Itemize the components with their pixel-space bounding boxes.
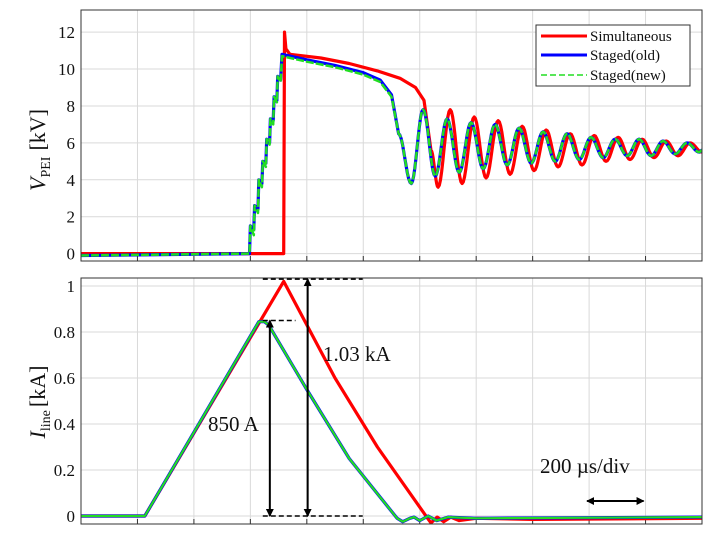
y-tick-label: 6: [67, 134, 76, 153]
y-tick-label: 0.6: [54, 369, 75, 388]
staged-peak-label: 850 A: [208, 412, 260, 436]
simultaneous-peak-label: 1.03 kA: [323, 342, 392, 366]
legend: Simultaneous Staged(old) Staged(new): [535, 24, 691, 87]
current-plot: 0 0.2 0.4 0.6 0.8 1: [54, 277, 703, 526]
plot-area: [81, 278, 702, 524]
y-tick-label: 0.2: [54, 461, 75, 480]
y-tick-label: 0: [67, 507, 76, 526]
series-line-staged-new: [81, 54, 702, 257]
y-tick-label: 1: [67, 277, 76, 296]
plot-frame: [80, 9, 703, 262]
y-tick-label: 8: [67, 97, 76, 116]
legend-label-simultaneous: Simultaneous: [590, 29, 672, 45]
y-tick-label: 12: [58, 23, 75, 42]
series-group: [81, 279, 702, 524]
plot-frame: [80, 277, 703, 525]
series-line-simultaneous: [81, 30, 702, 256]
time-scale-label: 200 µs/div: [540, 454, 630, 478]
legend-label-staged-new: Staged(new): [590, 68, 666, 84]
legend-label-staged-old: Staged(old): [590, 48, 660, 64]
annotations: 850 A 1.03 kA 200 µs/div: [208, 278, 645, 517]
y-tick-label: 0: [67, 245, 76, 264]
voltage-y-label: VPEI[kV]: [25, 109, 54, 191]
y-tick-label: 4: [67, 171, 76, 190]
y-tick-label: 10: [58, 60, 75, 79]
current-y-label: Iline[kA]: [25, 366, 54, 440]
series-line-staged-new: [81, 320, 702, 523]
y-tick-label: 0.4: [54, 415, 76, 434]
series-group: [81, 30, 702, 258]
y-tick-label: 0.8: [54, 323, 75, 342]
y-tick-label: 2: [67, 208, 76, 227]
